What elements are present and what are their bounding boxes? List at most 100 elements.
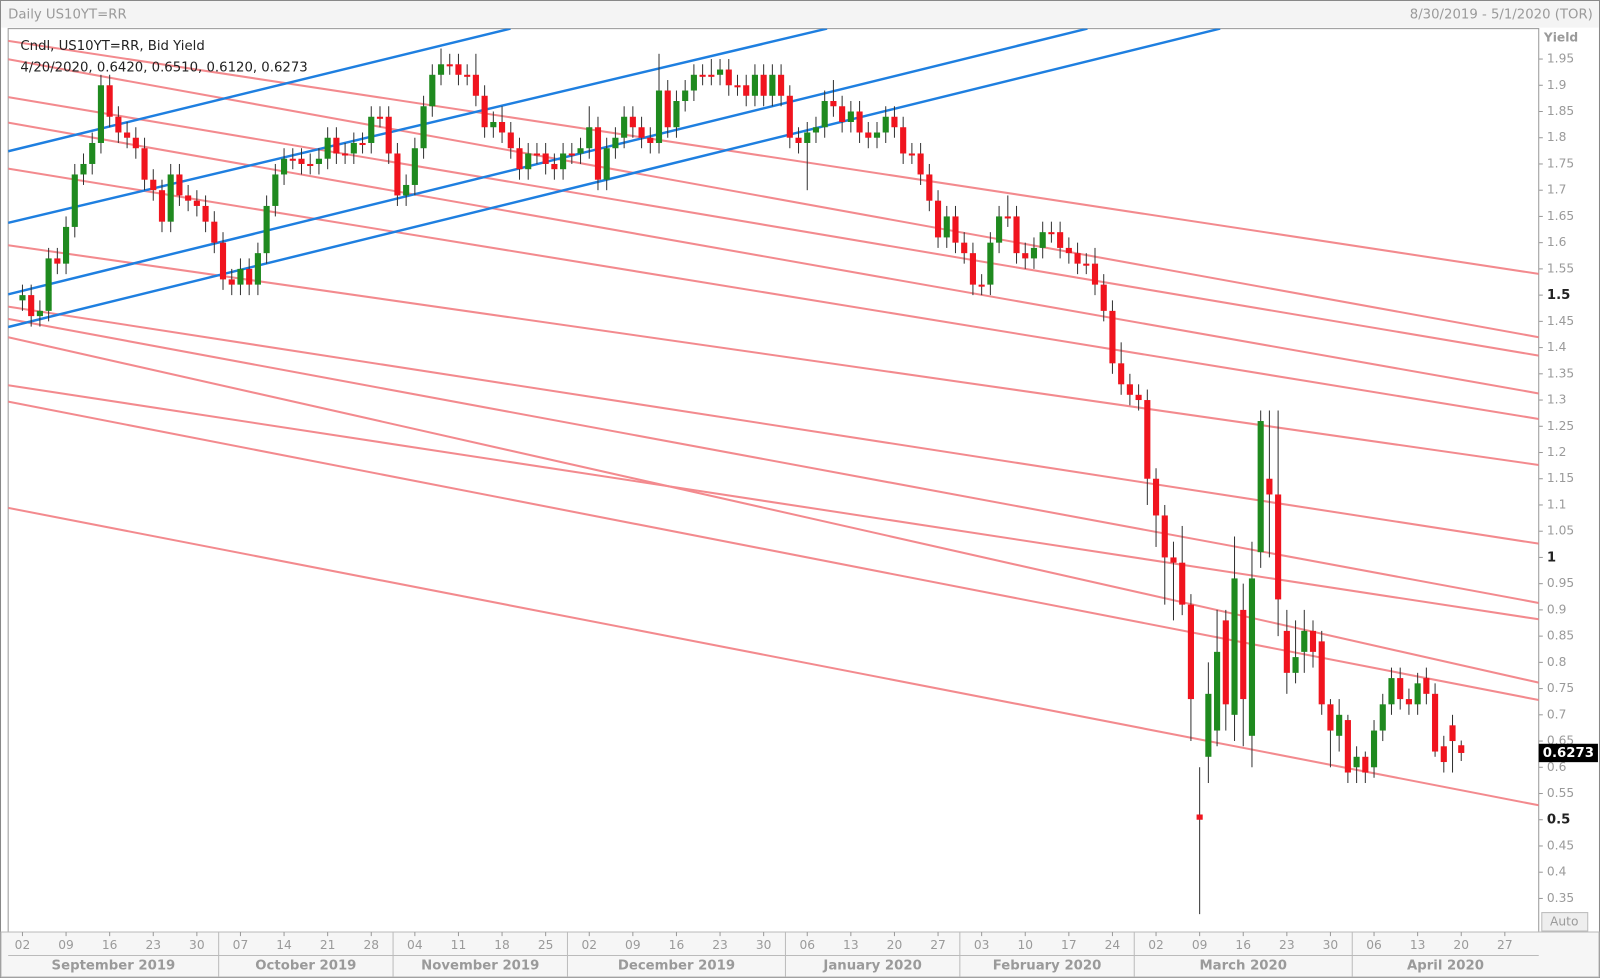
x-tick-label: 03: [974, 938, 990, 952]
candle-body: [978, 284, 985, 287]
x-tick-label: 16: [1235, 938, 1251, 952]
x-tick-label: 16: [102, 938, 118, 952]
y-tick-label: 0.8: [1547, 655, 1566, 669]
candle-body: [124, 132, 131, 138]
trend-line: [8, 400, 1539, 702]
candle-body: [847, 111, 854, 122]
y-tick-label: 1.6: [1547, 235, 1567, 249]
candle-body: [80, 163, 87, 175]
candle-body: [219, 242, 227, 280]
candle-body: [1379, 704, 1386, 731]
candle-body: [1301, 630, 1308, 652]
x-tick-label: 17: [1061, 938, 1077, 952]
candle-body: [839, 106, 846, 122]
x-axis-band: [0, 931, 1600, 978]
candle-body: [1231, 578, 1238, 715]
x-tick-label: 30: [1323, 938, 1339, 952]
x-tick-label: 30: [756, 938, 772, 952]
candle-body: [429, 74, 436, 107]
candle-body: [1353, 756, 1360, 768]
y-tick-label: 0.95: [1547, 576, 1574, 590]
candle-body: [917, 153, 924, 175]
candle-body: [664, 90, 671, 128]
y-tick-label: 1.35: [1547, 366, 1574, 380]
x-tick-label: 21: [320, 938, 336, 952]
candle-body: [1318, 641, 1325, 705]
candle-body: [568, 153, 575, 156]
candle-body: [71, 174, 78, 227]
y-tick-label: 1.15: [1547, 471, 1574, 485]
candle-body: [385, 116, 392, 154]
candle-body: [577, 148, 584, 154]
candle-body: [638, 127, 645, 138]
candle-body: [856, 111, 863, 133]
candle-body: [725, 69, 732, 86]
candle-body: [307, 163, 314, 167]
candle-body: [891, 116, 898, 128]
y-tick-label: 1.3: [1547, 393, 1566, 407]
y-tick-label: 1.1: [1547, 497, 1566, 511]
candle-body: [97, 85, 105, 143]
candle-body: [1083, 263, 1090, 266]
candle-body: [760, 74, 767, 96]
candle-body: [969, 253, 976, 285]
candle-body: [1152, 478, 1160, 516]
candle-body: [106, 85, 113, 117]
candle-body: [1292, 657, 1299, 673]
candle-body: [551, 163, 558, 170]
candle-body: [1458, 745, 1465, 753]
candle-body: [1336, 714, 1343, 736]
candle-body: [830, 101, 837, 107]
x-tick-label: 28: [363, 938, 379, 952]
month-label: February 2020: [993, 959, 1102, 974]
candle-body: [708, 74, 715, 77]
auto-button-label[interactable]: Auto: [1550, 914, 1578, 928]
candle-body: [1205, 693, 1212, 757]
candle-body: [673, 101, 680, 128]
candle-body: [1013, 216, 1020, 254]
month-label: September 2019: [52, 959, 176, 974]
candle-body: [804, 132, 811, 143]
candle-body: [900, 127, 907, 154]
y-tick-label: 1.2: [1547, 445, 1566, 459]
y-tick-label: 1.4: [1547, 340, 1567, 354]
y-tick-label: 1.25: [1547, 419, 1574, 433]
auto-button[interactable]: [1541, 912, 1589, 932]
candle-body: [36, 310, 43, 317]
candle-body: [716, 69, 724, 75]
y-axis-title: Yield: [1543, 30, 1578, 44]
candle-body: [647, 137, 654, 143]
candle-body: [141, 148, 148, 180]
candle-body: [1048, 232, 1055, 235]
candle-body: [987, 242, 994, 285]
x-tick-label: 20: [1453, 938, 1469, 952]
month-label: October 2019: [255, 959, 356, 974]
candle-body: [368, 116, 375, 143]
candle-body: [1405, 699, 1412, 705]
candle-body: [865, 132, 872, 138]
candle-body: [1397, 678, 1404, 700]
trend-line: [8, 28, 1221, 329]
candle-body: [403, 184, 410, 196]
candle-body: [115, 116, 122, 133]
candle-body: [246, 268, 253, 285]
x-tick-label: 16: [669, 938, 685, 952]
candle-body: [289, 158, 296, 161]
x-tick-label: 14: [276, 938, 292, 952]
x-tick-label: 04: [407, 938, 423, 952]
candle-body: [185, 195, 192, 201]
candle-body: [1248, 578, 1256, 736]
candle-body: [1161, 515, 1168, 558]
candle-body: [1432, 693, 1439, 752]
candle-body: [682, 90, 689, 102]
candle-body: [1135, 394, 1142, 401]
legend-line: 4/20/2020, 0.6420, 0.6510, 0.6120, 0.627…: [20, 60, 307, 75]
candle-body: [237, 268, 244, 285]
trend-line: [8, 384, 1539, 621]
x-tick-label: 23: [1279, 938, 1295, 952]
candle-body: [202, 205, 209, 222]
candle-body: [690, 74, 697, 91]
candle-body: [1327, 704, 1334, 731]
candle-body: [1030, 247, 1038, 259]
